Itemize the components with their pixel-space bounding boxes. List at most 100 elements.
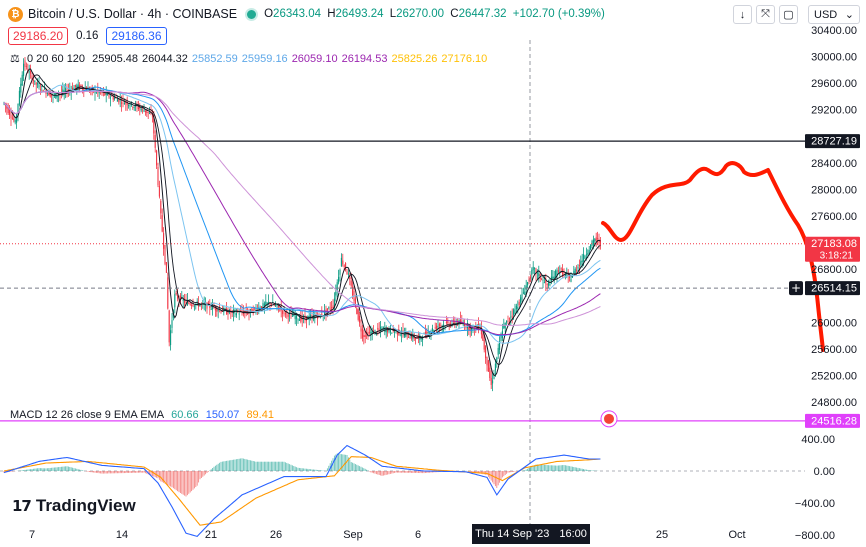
price-label-text: 26514.15: [811, 283, 857, 295]
ma-value: 26044.32: [142, 53, 188, 65]
candle-body: [566, 274, 568, 276]
expand-icon[interactable]: ⤧: [756, 5, 775, 24]
candle-body: [284, 312, 286, 315]
main-pane: [3, 56, 601, 392]
candle-body: [63, 90, 65, 93]
macd-signal-value: 89.41: [246, 409, 274, 421]
candle-body: [553, 276, 555, 281]
candle-body: [489, 367, 491, 379]
candle-body: [546, 284, 548, 285]
candle-body: [468, 326, 470, 331]
buy-price-button[interactable]: 29186.36: [106, 27, 167, 45]
candle-body: [587, 253, 589, 255]
candle-body: [402, 330, 404, 333]
candle-body: [528, 279, 530, 281]
candle-body: [46, 93, 48, 95]
candle-body: [578, 264, 580, 267]
candle-body: [214, 306, 216, 311]
candle-body: [21, 74, 23, 86]
candle-body: [276, 304, 278, 306]
candle-body: [346, 271, 348, 275]
candle-body: [535, 268, 537, 274]
candle-body: [34, 80, 36, 83]
candle-body: [545, 279, 547, 284]
candle-body: [559, 271, 561, 273]
candle-body: [206, 302, 208, 309]
candle-body: [471, 327, 473, 331]
arrow-down-icon[interactable]: ↓: [733, 5, 752, 24]
candle-body: [158, 185, 160, 197]
ma-value: 26194.53: [341, 53, 388, 65]
sell-price-button[interactable]: 29186.20: [8, 27, 69, 45]
candle-body: [104, 93, 106, 95]
candle-body: [378, 329, 380, 331]
candle-body: [399, 334, 401, 336]
horizontal-lines: [0, 140, 805, 428]
candle-body: [255, 308, 257, 311]
candle-body: [163, 233, 165, 249]
tradingview-logo[interactable]: 17 TradingView: [12, 496, 136, 516]
candle-body: [594, 239, 596, 242]
price-tick-label: 28400.00: [811, 158, 857, 170]
candle-body: [273, 304, 275, 306]
candle-body: [143, 109, 145, 112]
candle-body: [595, 237, 597, 241]
candle-body: [165, 262, 167, 273]
ma-legend[interactable]: ⚖ 0 20 60 120 25905.48 26044.32 25852.59 25…: [10, 52, 491, 65]
candle-body: [497, 347, 499, 355]
ma-value: 25825.26: [391, 53, 438, 65]
price-axis: 30400.00 30000.00 29600.00 29200.00 28400.00…: [789, 25, 860, 542]
candle-body: [41, 86, 43, 87]
ma-value: 26059.10: [291, 53, 338, 65]
candle-body: [583, 254, 585, 262]
candle-body: [114, 97, 116, 100]
candle-body: [483, 339, 485, 350]
candle-body: [557, 270, 559, 272]
price-tick-label: 30000.00: [811, 52, 857, 64]
candle-body: [487, 360, 489, 372]
candle-body: [517, 307, 519, 309]
candle-body: [133, 106, 135, 108]
candle-body: [7, 107, 9, 114]
candle-body: [193, 305, 195, 307]
candle-body: [506, 320, 508, 323]
candle-body: [577, 266, 579, 269]
candle-body: [510, 316, 512, 318]
support-price-label: 24516.28: [805, 413, 860, 428]
candle-body: [192, 304, 194, 306]
price-label-bg: [805, 134, 860, 149]
candle-body: [77, 84, 79, 88]
candle-body: [469, 326, 471, 331]
candle-body: [531, 269, 533, 275]
candle-body: [538, 273, 540, 277]
candle-body: [598, 239, 600, 243]
currency-select[interactable]: USD ⌄: [808, 5, 860, 24]
candle-body: [123, 103, 125, 105]
candle-body: [364, 335, 366, 337]
candle-body: [493, 373, 495, 379]
candle-body: [345, 262, 347, 271]
candle-body: [503, 324, 505, 328]
candle-body: [401, 334, 403, 336]
ma-settings-icon[interactable]: ⚖: [10, 53, 20, 65]
candle-body: [534, 268, 536, 269]
macd-tick-label: −400.00: [795, 498, 835, 510]
candle-body: [422, 338, 424, 340]
candle-body: [16, 114, 18, 123]
candle-body: [556, 269, 558, 276]
candle-body: [303, 316, 305, 319]
forecast-drawing: [601, 161, 825, 352]
candle-body: [342, 260, 344, 265]
candle-body: [48, 90, 50, 96]
maximize-icon[interactable]: ▢: [779, 5, 798, 24]
macd-legend[interactable]: MACD 12 26 close 9 EMA EMA 60.66 150.07 …: [10, 409, 278, 421]
candle-body: [317, 316, 319, 320]
candle-body: [389, 328, 391, 333]
candle-body: [391, 332, 393, 334]
symbol-title[interactable]: Bitcoin / U.S. Dollar · 4h · COINBASE: [28, 7, 238, 21]
candle-body: [349, 277, 351, 280]
time-tick-label: 25: [656, 529, 668, 541]
ma-value: 25905.48: [92, 53, 139, 65]
candle-body: [67, 89, 69, 91]
